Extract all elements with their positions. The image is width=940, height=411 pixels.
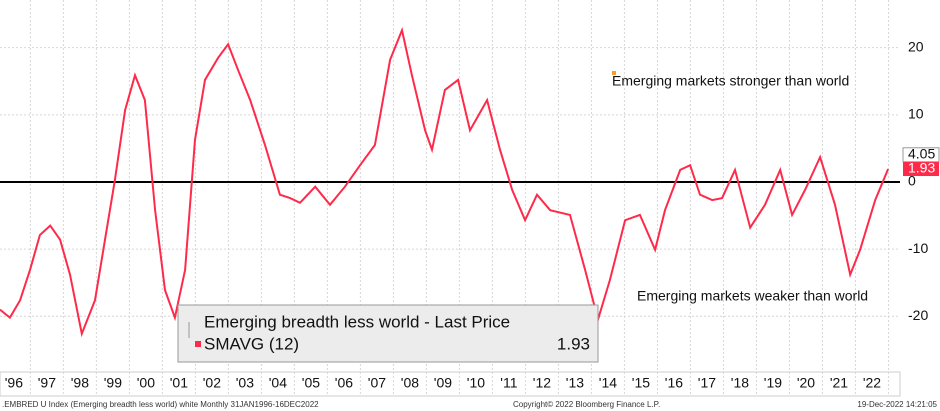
annotation: Emerging markets stronger than world <box>612 73 849 89</box>
x-tick-label: '03 <box>236 375 254 391</box>
x-tick-label: '97 <box>38 375 56 391</box>
last-value-label: 1.93 <box>908 160 935 176</box>
x-tick-label: '16 <box>665 375 683 391</box>
footer: Copyright© 2022 Bloomberg Finance L.P. <box>513 400 660 409</box>
x-tick-label: '20 <box>797 375 815 391</box>
x-tick-label: '11 <box>500 375 517 391</box>
x-tick-label: '17 <box>698 375 716 391</box>
legend-value: 1.93 <box>557 334 590 353</box>
x-tick-label: '14 <box>599 375 617 391</box>
x-tick-label: '21 <box>830 375 848 391</box>
x-tick-label: '15 <box>632 375 650 391</box>
x-tick-label: '22 <box>863 375 881 391</box>
x-tick-label: '04 <box>269 375 287 391</box>
x-tick-label: '07 <box>368 375 386 391</box>
x-tick-label: '06 <box>335 375 353 391</box>
x-tick-label: '02 <box>203 375 221 391</box>
annotation: Emerging markets weaker than world <box>637 288 868 304</box>
y-tick-label: 20 <box>908 38 924 54</box>
x-tick-label: '08 <box>401 375 419 391</box>
last-value-tag <box>903 162 939 177</box>
y-tick-label: -10 <box>908 240 928 256</box>
line <box>0 26 890 338</box>
x-tick-label: '05 <box>302 375 320 391</box>
footer: .EMBRED U Index (Emerging breadth less w… <box>2 400 319 409</box>
y-tick-label: 0 <box>908 173 916 189</box>
x-tick-label: '98 <box>71 375 89 391</box>
x-tick-label: '00 <box>137 375 155 391</box>
x-tick-label: '09 <box>434 375 452 391</box>
legend-entry: Emerging breadth less world - Last Price <box>204 312 510 331</box>
x-tick-label: '13 <box>566 375 584 391</box>
annotation-marker <box>612 71 616 75</box>
legend: Emerging breadth less world - Last Price… <box>177 304 599 363</box>
x-tick-label: '99 <box>104 375 122 391</box>
last-price-tag <box>902 147 940 163</box>
legend-entry: SMAVG (12) <box>204 334 299 353</box>
x-tick-label: '01 <box>170 375 188 391</box>
x-tick-label: '18 <box>731 375 749 391</box>
x-tick-label: '96 <box>5 375 23 391</box>
footer: 19-Dec-2022 14:21:05 <box>857 400 937 409</box>
last-price-label: 4.05 <box>908 145 935 161</box>
y-tick-label: -20 <box>908 307 928 323</box>
x-tick-label: '10 <box>467 375 485 391</box>
x-axis-band <box>0 371 901 397</box>
x-tick-label: '19 <box>764 375 782 391</box>
legend-swatch <box>195 341 201 347</box>
legend-box <box>177 304 599 363</box>
y-tick-label: 10 <box>908 106 924 122</box>
x-tick-label: '12 <box>533 375 551 391</box>
